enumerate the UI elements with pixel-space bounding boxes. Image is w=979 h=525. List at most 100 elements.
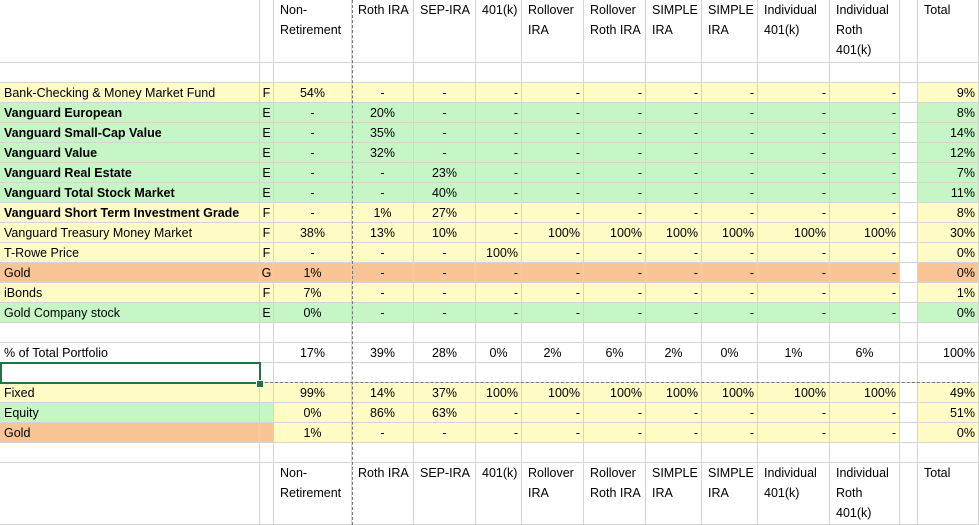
- gap-cell[interactable]: [900, 203, 918, 223]
- spacer-cell[interactable]: [274, 63, 352, 83]
- holding-value[interactable]: 100%: [702, 223, 758, 243]
- holding-value[interactable]: -: [646, 143, 702, 163]
- holding-value[interactable]: -: [522, 103, 584, 123]
- holding-total[interactable]: 14%: [918, 123, 979, 143]
- holding-value[interactable]: -: [584, 163, 646, 183]
- spacer-cell[interactable]: [414, 323, 476, 343]
- holding-type[interactable]: G: [260, 263, 274, 283]
- bottom-header-cell[interactable]: Total: [918, 463, 979, 525]
- portfolio-value[interactable]: 1%: [758, 343, 830, 363]
- holding-value[interactable]: 10%: [414, 223, 476, 243]
- holding-value[interactable]: -: [476, 143, 522, 163]
- gap-cell[interactable]: [900, 143, 918, 163]
- top-header-cell[interactable]: 401(k): [476, 0, 522, 63]
- holding-value[interactable]: 35%: [352, 123, 414, 143]
- allocation-name[interactable]: Equity: [0, 403, 260, 423]
- gap-cell[interactable]: [900, 423, 918, 443]
- allocation-name[interactable]: Fixed: [0, 383, 260, 403]
- allocation-total[interactable]: 0%: [918, 423, 979, 443]
- spacer-cell[interactable]: [900, 363, 918, 383]
- holding-value[interactable]: -: [414, 83, 476, 103]
- holding-value[interactable]: -: [758, 303, 830, 323]
- holding-value[interactable]: -: [830, 203, 900, 223]
- holding-value[interactable]: -: [476, 123, 522, 143]
- holding-name[interactable]: Vanguard Small-Cap Value: [0, 123, 260, 143]
- allocation-total[interactable]: 49%: [918, 383, 979, 403]
- spacer-cell[interactable]: [0, 63, 260, 83]
- holding-value[interactable]: -: [476, 303, 522, 323]
- holding-value[interactable]: -: [522, 183, 584, 203]
- holding-value[interactable]: -: [522, 283, 584, 303]
- holding-value[interactable]: -: [830, 263, 900, 283]
- holding-name[interactable]: Gold: [0, 263, 260, 283]
- spacer-cell[interactable]: [352, 443, 414, 463]
- portfolio-value[interactable]: 39%: [352, 343, 414, 363]
- spacer-cell[interactable]: [522, 363, 584, 383]
- allocation-value[interactable]: -: [646, 403, 702, 423]
- spacer-cell[interactable]: [260, 323, 274, 343]
- allocation-value[interactable]: 37%: [414, 383, 476, 403]
- holding-value[interactable]: -: [830, 183, 900, 203]
- spacer-cell[interactable]: [830, 443, 900, 463]
- allocation-value[interactable]: -: [830, 403, 900, 423]
- holding-total[interactable]: 1%: [918, 283, 979, 303]
- allocation-type[interactable]: [260, 383, 274, 403]
- holding-type[interactable]: F: [260, 243, 274, 263]
- holding-value[interactable]: -: [522, 163, 584, 183]
- holding-value[interactable]: -: [758, 123, 830, 143]
- holding-value[interactable]: 38%: [274, 223, 352, 243]
- gap-cell[interactable]: [900, 163, 918, 183]
- holding-total[interactable]: 0%: [918, 263, 979, 283]
- holding-value[interactable]: 7%: [274, 283, 352, 303]
- allocation-value[interactable]: -: [702, 423, 758, 443]
- holding-total[interactable]: 9%: [918, 83, 979, 103]
- holding-total[interactable]: 8%: [918, 103, 979, 123]
- spacer-cell[interactable]: [830, 63, 900, 83]
- spacer-cell[interactable]: [522, 323, 584, 343]
- top-header-cell[interactable]: Individual Roth 401(k): [830, 0, 900, 63]
- gap-cell[interactable]: [900, 343, 918, 363]
- spacer-cell[interactable]: [476, 63, 522, 83]
- holding-value[interactable]: -: [646, 83, 702, 103]
- holding-value[interactable]: -: [830, 83, 900, 103]
- spacer-cell[interactable]: [522, 443, 584, 463]
- holding-value[interactable]: -: [476, 103, 522, 123]
- spacer-cell[interactable]: [476, 363, 522, 383]
- bottom-header-cell[interactable]: Rollover Roth IRA: [584, 463, 646, 525]
- spacer-cell[interactable]: [274, 363, 352, 383]
- allocation-value[interactable]: -: [522, 403, 584, 423]
- holding-value[interactable]: -: [702, 263, 758, 283]
- allocation-value[interactable]: -: [702, 403, 758, 423]
- spacer-cell[interactable]: [414, 363, 476, 383]
- bottom-header-cell[interactable]: 401(k): [476, 463, 522, 525]
- holding-value[interactable]: -: [274, 183, 352, 203]
- spacer-cell[interactable]: [584, 363, 646, 383]
- allocation-value[interactable]: 100%: [830, 383, 900, 403]
- spacer-cell[interactable]: [584, 323, 646, 343]
- holding-value[interactable]: -: [352, 163, 414, 183]
- holding-value[interactable]: -: [702, 123, 758, 143]
- spacer-cell[interactable]: [260, 63, 274, 83]
- allocation-value[interactable]: 100%: [476, 383, 522, 403]
- top-blank-b[interactable]: [260, 0, 274, 63]
- allocation-value[interactable]: 0%: [274, 403, 352, 423]
- holding-value[interactable]: -: [476, 203, 522, 223]
- portfolio-value[interactable]: 6%: [830, 343, 900, 363]
- holding-value[interactable]: -: [758, 163, 830, 183]
- holding-type[interactable]: E: [260, 143, 274, 163]
- bottom-blank-m[interactable]: [900, 463, 918, 525]
- gap-cell[interactable]: [900, 263, 918, 283]
- spacer-cell[interactable]: [830, 323, 900, 343]
- allocation-value[interactable]: 14%: [352, 383, 414, 403]
- top-header-cell[interactable]: SIMPLE IRA: [646, 0, 702, 63]
- allocation-value[interactable]: -: [646, 423, 702, 443]
- allocation-value[interactable]: 1%: [274, 423, 352, 443]
- holding-value[interactable]: -: [584, 303, 646, 323]
- holding-value[interactable]: -: [522, 303, 584, 323]
- bottom-header-cell[interactable]: SEP-IRA: [414, 463, 476, 525]
- holding-value[interactable]: -: [830, 283, 900, 303]
- allocation-value[interactable]: -: [476, 403, 522, 423]
- holding-value[interactable]: -: [758, 263, 830, 283]
- top-header-cell[interactable]: Rollover IRA: [522, 0, 584, 63]
